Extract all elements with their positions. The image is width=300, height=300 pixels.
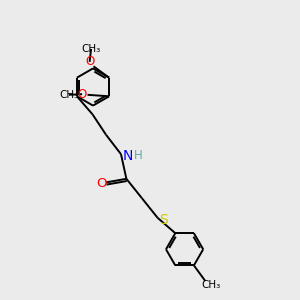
Text: CH₃: CH₃ [82, 44, 101, 54]
Text: N: N [122, 149, 133, 163]
Text: O: O [96, 176, 106, 190]
Text: CH₃: CH₃ [59, 90, 79, 100]
Text: H: H [134, 148, 142, 162]
Text: O: O [77, 88, 87, 101]
Text: O: O [85, 55, 94, 68]
Text: S: S [159, 213, 168, 227]
Text: CH₃: CH₃ [202, 280, 221, 290]
